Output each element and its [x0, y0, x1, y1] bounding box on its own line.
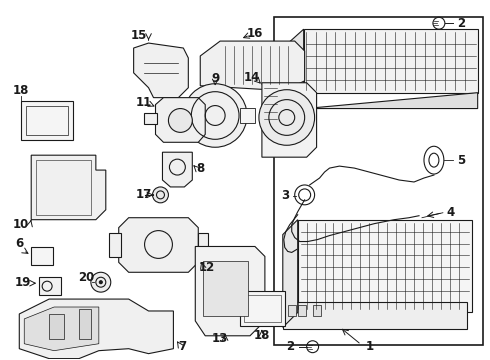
Bar [36, 160, 91, 215]
Bar [49, 314, 64, 339]
Text: 19: 19 [15, 276, 31, 289]
Circle shape [259, 90, 315, 145]
Polygon shape [200, 41, 305, 91]
Polygon shape [283, 302, 467, 329]
Circle shape [183, 84, 247, 147]
Text: 9: 9 [211, 72, 220, 85]
Text: 12: 12 [199, 261, 215, 274]
Circle shape [152, 187, 169, 203]
Bar [274, 17, 483, 345]
Polygon shape [284, 93, 478, 111]
Text: 8: 8 [196, 162, 204, 175]
Text: 20: 20 [78, 271, 94, 284]
Bar [144, 113, 157, 125]
Text: 15: 15 [130, 29, 147, 42]
Bar [203, 261, 248, 316]
Polygon shape [21, 100, 73, 140]
Text: 10: 10 [13, 218, 29, 231]
Polygon shape [196, 247, 265, 336]
Polygon shape [163, 152, 192, 187]
Text: 18: 18 [13, 84, 29, 97]
Polygon shape [240, 291, 285, 326]
Polygon shape [155, 98, 205, 142]
Text: 16: 16 [247, 27, 263, 40]
Polygon shape [19, 299, 173, 359]
Polygon shape [31, 155, 106, 220]
Text: 17: 17 [135, 188, 152, 201]
Text: 1: 1 [365, 340, 373, 353]
Polygon shape [283, 220, 298, 327]
Polygon shape [304, 29, 478, 93]
Text: 11: 11 [135, 96, 152, 109]
Text: 5: 5 [457, 154, 465, 167]
Circle shape [169, 109, 192, 132]
Circle shape [99, 281, 102, 284]
Text: 4: 4 [447, 206, 455, 219]
Circle shape [91, 272, 111, 292]
Polygon shape [284, 47, 295, 79]
Polygon shape [284, 29, 304, 111]
Bar [26, 105, 68, 135]
Polygon shape [313, 305, 320, 316]
Polygon shape [262, 83, 317, 157]
Polygon shape [298, 305, 306, 316]
Bar [31, 247, 53, 265]
Text: 18: 18 [254, 329, 270, 342]
Text: 13: 13 [212, 332, 228, 345]
Polygon shape [39, 277, 61, 295]
Polygon shape [24, 307, 99, 351]
Text: 2: 2 [286, 340, 294, 353]
Polygon shape [298, 220, 472, 312]
Text: 6: 6 [15, 237, 24, 250]
Text: 2: 2 [457, 17, 465, 30]
Polygon shape [288, 305, 295, 316]
Text: 14: 14 [244, 71, 260, 84]
Bar [79, 309, 91, 339]
Bar [244, 295, 281, 322]
Bar [240, 108, 255, 123]
Polygon shape [134, 43, 188, 98]
Bar [198, 233, 208, 252]
Bar [109, 233, 121, 257]
Polygon shape [119, 218, 198, 272]
Text: 7: 7 [178, 340, 186, 353]
Text: 3: 3 [281, 189, 289, 202]
